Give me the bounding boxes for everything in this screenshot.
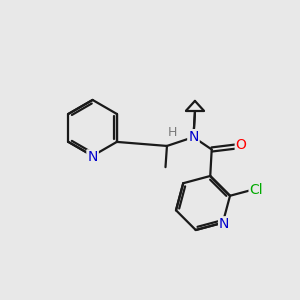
Text: Cl: Cl <box>250 183 263 197</box>
Text: O: O <box>236 138 247 152</box>
Text: N: N <box>188 130 199 144</box>
Text: N: N <box>87 150 98 164</box>
Text: N: N <box>219 217 230 231</box>
Text: H: H <box>168 126 177 139</box>
